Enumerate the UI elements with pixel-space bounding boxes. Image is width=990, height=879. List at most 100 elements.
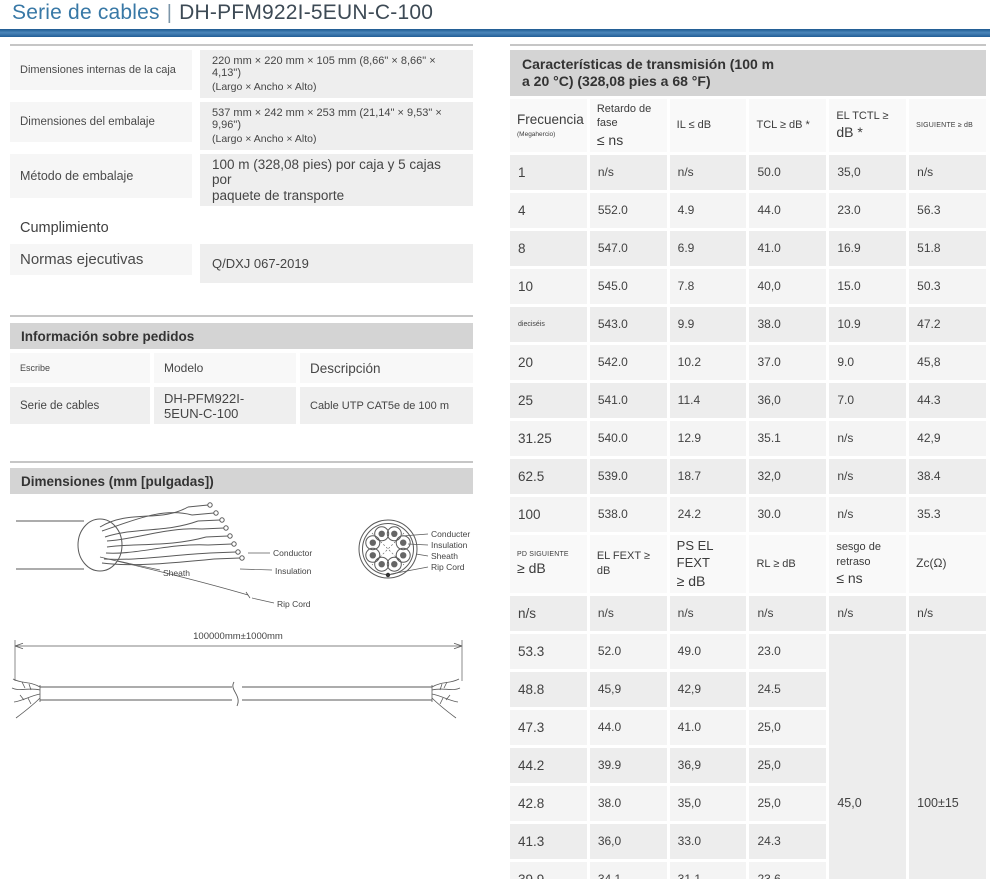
frayed-end-left	[11, 678, 41, 719]
table-row: 62.5 539.0 18.7 32,0 n/s 38.4	[510, 458, 986, 494]
table-row: n/s n/s n/s n/s n/s n/s	[510, 595, 986, 631]
table-cell: 36,0	[749, 382, 827, 418]
spec-label: Dimensiones internas de la caja	[10, 50, 192, 90]
frayed-end-right	[431, 678, 461, 719]
table-cell: 539.0	[589, 458, 667, 494]
transmission-title-line2: a 20 °C) (328,08 pies a 68 °F)	[522, 73, 711, 89]
table-cell: 543.0	[589, 306, 667, 342]
column-header: Escribe	[10, 353, 150, 383]
table-cell: 35,0	[829, 154, 907, 190]
standards-label: Normas ejecutivas	[10, 244, 192, 275]
table-cell: 15.0	[829, 268, 907, 304]
table-cell: 45,8	[909, 344, 986, 380]
table-cell: 11.4	[669, 382, 747, 418]
table-cell: 10.9	[829, 306, 907, 342]
table-cell: 25,0	[749, 785, 827, 821]
table-cell: 24.3	[749, 823, 827, 859]
table-cell: n/s	[749, 595, 827, 631]
table-cell: 23.0	[749, 633, 827, 669]
table-cell: 35,0	[669, 785, 747, 821]
table-cell: 44.3	[909, 382, 986, 418]
right-column: Características de transmisión (100 m a …	[510, 44, 986, 879]
ordering-model-cell: DH-PFM922I-5EUN-C-100	[154, 387, 296, 424]
spec-label: Método de embalaje	[10, 154, 192, 198]
table-header-row: Frecuencia (Megahercio) Retardo de fase ≤ …	[510, 99, 986, 152]
sheath-label: Sheath	[163, 568, 190, 578]
table-cell: 35.3	[909, 496, 986, 532]
series-title: Serie de cables	[12, 1, 160, 24]
section-divider	[10, 44, 473, 46]
table-cell: n/s	[829, 496, 907, 532]
table-row: 47.3 44.0 41.0 25,0	[510, 709, 986, 745]
table-cell: 24.2	[669, 496, 747, 532]
ordering-section-header: Información sobre pedidos	[10, 323, 473, 349]
table-cell: 37.0	[749, 344, 827, 380]
table-cell: 538.0	[589, 496, 667, 532]
table-cell: 31.1	[669, 861, 747, 879]
rip-cord-label: Rip Cord	[431, 562, 465, 572]
column-header: EL TCTL ≥ dB *	[829, 99, 907, 152]
spec-value: 100 m (328,08 pies) por caja y 5 cajas p…	[200, 154, 473, 206]
table-cell: 4.9	[669, 192, 747, 228]
table-cell: 56.3	[909, 192, 986, 228]
table-row: 1 n/s n/s 50.0 35,0 n/s	[510, 154, 986, 190]
rip-cord-label: Rip Cord	[277, 599, 311, 609]
column-header: IL ≤ dB	[669, 99, 747, 152]
table-cell: 541.0	[589, 382, 667, 418]
table-cell: 51.8	[909, 230, 986, 266]
table-cell: 12.9	[669, 420, 747, 456]
table-row: 42.8 38.0 35,0 25,0	[510, 785, 986, 821]
ordering-table: Escribe Modelo Descripción Serie de cabl…	[10, 353, 473, 424]
table-cell: 34.1	[589, 861, 667, 879]
table-row: 41.3 36,0 33.0 24.3	[510, 823, 986, 859]
table-cell: 52.0	[589, 633, 667, 669]
rip-cord-dot	[385, 572, 391, 578]
table-cell: n/s	[510, 595, 587, 631]
spec-value-line: paquete de transporte	[212, 188, 345, 203]
conductor-circles	[365, 526, 411, 572]
table-cell: 542.0	[589, 344, 667, 380]
conductor-label: Conductor	[273, 548, 312, 558]
table-row: 25 541.0 11.4 36,0 7.0 44.3	[510, 382, 986, 418]
conductor-label: Conducter	[431, 529, 470, 539]
table-cell: 4	[510, 192, 587, 228]
insulation-label: Insulation	[431, 540, 468, 550]
sheath-label: Sheath	[431, 551, 458, 561]
column-header: Frecuencia (Megahercio)	[510, 99, 587, 152]
table-cell: 9.0	[829, 344, 907, 380]
table-cell: 10.2	[669, 344, 747, 380]
spec-value-line: 100 m (328,08 pies) por caja y 5 cajas p…	[212, 157, 441, 187]
table-cell: 35.1	[749, 420, 827, 456]
table-cell: 25,0	[749, 709, 827, 745]
table-cell: 47.2	[909, 306, 986, 342]
table-cell: 25	[510, 382, 587, 418]
title-separator: |	[166, 2, 173, 24]
insulation-label: Insulation	[275, 566, 312, 576]
table-cell: 20	[510, 344, 587, 380]
table-row: 20 542.0 10.2 37.0 9.0 45,8	[510, 344, 986, 380]
standards-row: Normas ejecutivas Q/DXJ 067-2019	[10, 244, 473, 283]
table-row: 44.2 39.9 36,9 25,0	[510, 747, 986, 783]
spec-value-line: (Largo × Ancho × Alto)	[212, 81, 317, 93]
table-cell: 23.6	[749, 861, 827, 879]
ordering-description-cell: Cable UTP CAT5e de 100 m	[300, 387, 473, 424]
table-cell: 547.0	[589, 230, 667, 266]
table-cell: 16.9	[829, 230, 907, 266]
table-header-row: PD SIGUIENTE ≥ dB EL FEXT ≥ dB PS EL FEXT…	[510, 534, 986, 593]
table-cell: 50.3	[909, 268, 986, 304]
table-row: 100 538.0 24.2 30.0 n/s 35.3	[510, 496, 986, 532]
table-cell: 38.4	[909, 458, 986, 494]
section-divider	[10, 461, 473, 463]
table-cell: n/s	[829, 458, 907, 494]
table-cell: 41.0	[669, 709, 747, 745]
cable-length-dimension-label: 100000mm±1000mm	[193, 631, 283, 642]
table-cell: 30.0	[749, 496, 827, 532]
table-cell: 8	[510, 230, 587, 266]
table-cell: 42,9	[909, 420, 986, 456]
table-cell: 48.8	[510, 671, 587, 707]
column-header: Descripción	[300, 353, 473, 383]
table-row: 4 552.0 4.9 44.0 23.0 56.3	[510, 192, 986, 228]
section-divider	[510, 44, 986, 46]
table-cell: 36,9	[669, 747, 747, 783]
